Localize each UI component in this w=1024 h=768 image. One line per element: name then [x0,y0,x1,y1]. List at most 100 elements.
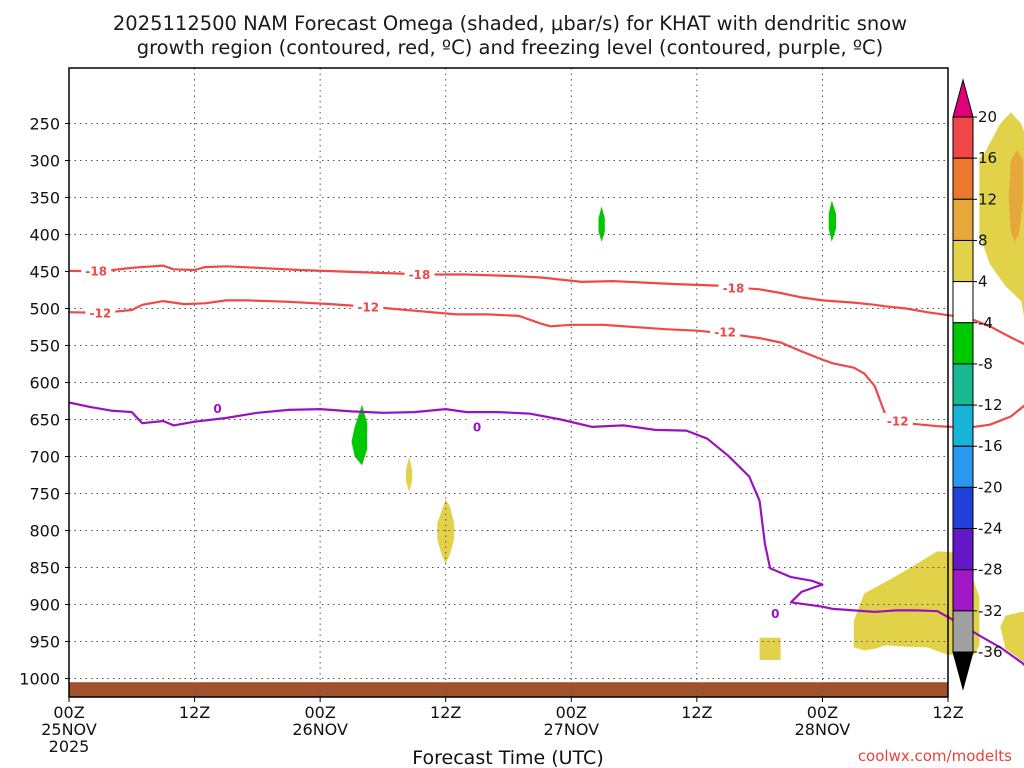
contour-label-2-0: 0 [213,402,221,416]
colorbar-swatch-3 [952,239,974,283]
x-tick-date-0: 25NOV [41,720,97,739]
contour-label-bg [85,304,116,320]
omega-area-1 [1008,150,1024,242]
contour-label-bg [210,400,225,416]
omega-area-3 [1000,611,1024,663]
omega-area-4 [759,637,781,660]
x-tick-label-1: 12Z [179,703,210,722]
colorbar-label-4: 4 [978,273,988,291]
colorbar-swatch-2 [952,198,974,241]
x-tick-label-0: 00Z [53,703,84,722]
gridlines [68,68,949,697]
contour-2 [68,401,1024,667]
y-tick-label-850: 850 [29,559,60,578]
colorbar-swatch-8 [952,445,974,488]
terrain-layer [69,682,948,697]
x-tick-label-7: 12Z [932,703,963,722]
colorbar-label-1: 16 [978,149,997,167]
x-tick-date-4: 27NOV [543,720,599,739]
colorbar-swatch-0 [952,116,974,159]
title-line-1: 2025112500 NAM Forecast Omega (shaded, μ… [113,12,907,35]
contour-label-bg [768,605,783,621]
contour-label-2-2: 0 [771,607,779,621]
contour-label-1-2: -12 [714,326,736,340]
x-tick-label-6: 00Z [807,703,838,722]
contour-label-1-0: -12 [90,306,112,320]
y-tick-label-250: 250 [29,115,60,134]
colorbar-bottom-arrow [952,651,974,691]
colorbar-swatch-4 [952,281,974,324]
colorbar-label-12: -32 [978,602,1003,620]
colorbar-label-5: -4 [978,314,993,332]
contour-label-bg [353,299,384,315]
contour-label-bg [882,412,913,428]
credit-link[interactable]: coolwx.com/modelts [858,747,1012,765]
x-tick-date-6: 28NOV [795,720,851,739]
x-tick-label-2: 00Z [304,703,335,722]
x-tick-year: 2025 [49,737,90,756]
contour-label-bg [470,418,485,434]
omega-area-9 [828,200,836,242]
y-tick-label-800: 800 [29,522,60,541]
contour-label-2-1: 0 [473,420,481,434]
x-tick-label-4: 00Z [556,703,587,722]
contour-label-0-1: -18 [409,268,431,282]
colorbar-top-arrow [952,78,974,118]
colorbar-label-6: -8 [978,355,993,373]
colorbar-swatch-1 [952,157,974,200]
y-tick-label-900: 900 [29,596,60,615]
contour-label-1-1: -12 [357,301,379,315]
colorbar-swatch-6 [952,363,974,406]
x-tick-date-2: 26NOV [292,720,348,739]
colorbar-label-3: 8 [978,231,988,249]
x-axis-label: Forecast Time (UTC) [412,747,603,768]
colorbar-swatch-12 [952,610,974,653]
contour-label-0-0: -18 [85,264,107,278]
y-tick-label-450: 450 [29,263,60,282]
contour-label-1-3: -12 [887,414,909,428]
colorbar-label-0: 20 [978,108,997,126]
contour-label-bg [710,324,741,340]
y-tick-label-400: 400 [29,226,60,245]
y-tick-label-350: 350 [29,189,60,208]
colorbar-label-8: -16 [978,437,1003,455]
colorbar-swatch-11 [952,569,974,612]
colorbar: 20 16 12 8 4 -4 -8 -12 -16 -20 -24 -28 -32 -36 [952,78,1003,691]
y-tick-label-950: 950 [29,633,60,652]
contour-lines: -18 -18 -18 -12 -12 -12 -12 0 0 0 [68,262,1024,667]
omega-area-6 [406,456,413,492]
colorbar-label-9: -20 [978,478,1003,496]
colorbar-label-2: 12 [978,190,997,208]
contour-0 [68,264,1024,346]
contour-label-bg [404,266,435,282]
colorbar-label-13: -36 [978,643,1003,661]
y-tick-label-300: 300 [29,152,60,171]
x-tick-label-5: 12Z [681,703,712,722]
omega-shading [351,112,1024,663]
x-tick-label-3: 12Z [430,703,461,722]
y-tick-label-550: 550 [29,337,60,356]
contour-label-bg [718,279,749,295]
colorbar-swatch-10 [952,528,974,571]
colorbar-swatch-9 [952,486,974,530]
chart-title: 2025112500 NAM Forecast Omega (shaded, μ… [113,12,907,59]
plot-frame [68,67,949,698]
title-line-2: growth region (contoured, red, ºC) and f… [137,36,884,59]
contour-label-0-2: -18 [723,281,745,295]
omega-area-5 [437,499,455,564]
y-tick-label-1000: 1000 [19,670,60,689]
y-tick-label-700: 700 [29,448,60,467]
colorbar-swatch-5 [952,322,974,365]
colorbar-label-11: -28 [978,561,1003,579]
y-tick-label-750: 750 [29,485,60,504]
terrain-strip [69,682,948,697]
y-axis-ticks: 250 300 350 400 450 500 550 600 650 700 750 800 850 9… [19,115,69,689]
omega-area-7 [351,404,368,466]
colorbar-swatch-7 [952,404,974,447]
y-tick-label-650: 650 [29,411,60,430]
colorbar-label-7: -12 [978,396,1003,414]
contour-label-bg [81,262,112,278]
colorbar-label-10: -24 [978,520,1003,538]
